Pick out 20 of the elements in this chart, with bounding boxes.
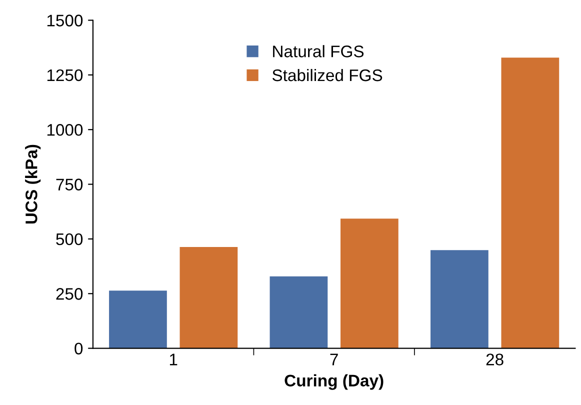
x-tick-label: 1 xyxy=(170,354,178,366)
y-tick-label: 500 xyxy=(56,233,83,246)
x-axis-title: Curing (Day) xyxy=(284,374,384,390)
x-tick-label: 7 xyxy=(330,354,338,366)
bar xyxy=(340,218,398,348)
bar xyxy=(501,58,560,348)
bar xyxy=(180,247,238,348)
bar xyxy=(270,276,328,348)
bar xyxy=(430,250,488,348)
legend-label: Natural FGS xyxy=(273,45,364,58)
legend-label: Stabilized FGS xyxy=(272,68,382,82)
y-tick-label: 1250 xyxy=(47,69,83,82)
y-tick-label: 0 xyxy=(74,342,83,355)
y-tick-label: 750 xyxy=(56,178,83,190)
y-axis-title: UCS (kPa) xyxy=(25,144,41,224)
bar xyxy=(109,290,167,348)
x-tick-label: 28 xyxy=(486,354,504,366)
y-tick-label: 1500 xyxy=(47,14,83,26)
y-tick-label: 1000 xyxy=(47,124,83,136)
y-tick-label: 250 xyxy=(56,288,83,300)
